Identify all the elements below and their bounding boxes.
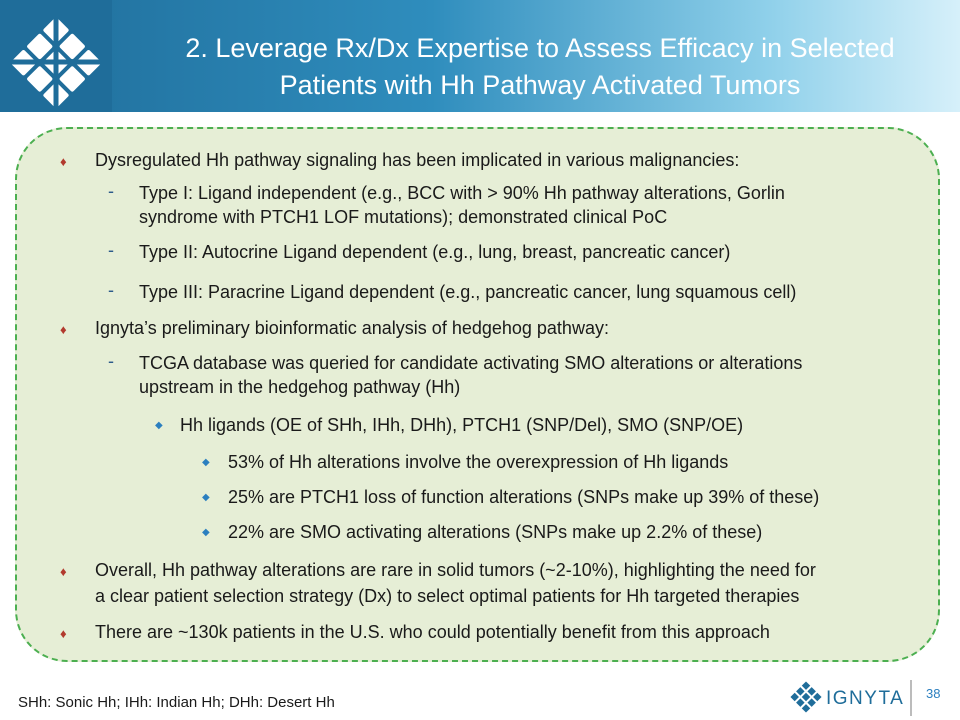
bullet-diamond-icon: ♦ <box>60 154 67 169</box>
bullet-hh-ligands: Hh ligands (OE of SHh, IHh, DHh), PTCH1 … <box>180 415 744 435</box>
bullet-small-diamond-icon: ◆ <box>202 492 210 503</box>
footnote: SHh: Sonic Hh; IHh: Indian Hh; DHh: Dese… <box>18 694 335 711</box>
bullet-overall-line2: a clear patient selection strategy (Dx) … <box>95 586 800 606</box>
bullet-small-diamond-icon: ◆ <box>155 420 163 431</box>
bullet-diamond-icon: ♦ <box>60 564 67 579</box>
bullet-53-percent: 53% of Hh alterations involve the overex… <box>228 452 729 472</box>
bullet-tcga-line1: TCGA database was queried for candidate … <box>139 353 803 373</box>
bullet-diamond-icon: ♦ <box>60 626 67 641</box>
bullet-22-percent: 22% are SMO activating alterations (SNPs… <box>228 522 763 542</box>
dash-icon: - <box>108 280 114 300</box>
dash-icon: - <box>108 240 114 260</box>
bullet-type-ii: Type II: Autocrine Ligand dependent (e.g… <box>139 242 731 262</box>
dash-icon: - <box>108 351 114 371</box>
title-line-2: Patients with Hh Pathway Activated Tumor… <box>279 70 801 100</box>
title-line-1: 2. Leverage Rx/Dx Expertise to Assess Ef… <box>185 33 895 63</box>
bullet-small-diamond-icon: ◆ <box>202 527 210 538</box>
page-number: 38 <box>926 686 941 701</box>
ignyta-lattice-logo-icon <box>0 0 112 112</box>
bullet-tcga-line2: upstream in the hedgehog pathway (Hh) <box>139 377 461 397</box>
bullet-small-diamond-icon: ◆ <box>202 457 210 468</box>
bullet-dysregulated: Dysregulated Hh pathway signaling has be… <box>95 150 740 170</box>
dash-icon: - <box>108 181 114 201</box>
page-title: 2. Leverage Rx/Dx Expertise to Assess Ef… <box>120 30 960 104</box>
bullet-130k-patients: There are ~130k patients in the U.S. who… <box>95 622 770 642</box>
brand-wordmark: IGNYTA <box>826 688 904 709</box>
bullet-25-percent: 25% are PTCH1 loss of function alteratio… <box>228 487 820 507</box>
ignyta-footer-logo: IGNYTA <box>790 680 912 716</box>
ignyta-lattice-small-icon <box>790 681 822 713</box>
bullet-type-i-line1: Type I: Ligand independent (e.g., BCC wi… <box>139 183 785 203</box>
bullet-type-i-line2: syndrome with PTCH1 LOF mutations); demo… <box>139 207 668 227</box>
header-bar: 2. Leverage Rx/Dx Expertise to Assess Ef… <box>0 0 960 112</box>
bullet-ignyta-analysis: Ignyta’s preliminary bioinformatic analy… <box>95 318 609 338</box>
bullet-overall-line1: Overall, Hh pathway alterations are rare… <box>95 560 816 580</box>
content-panel <box>15 127 940 662</box>
bullet-diamond-icon: ♦ <box>60 322 67 337</box>
bullet-type-iii: Type III: Paracrine Ligand dependent (e.… <box>139 282 797 302</box>
